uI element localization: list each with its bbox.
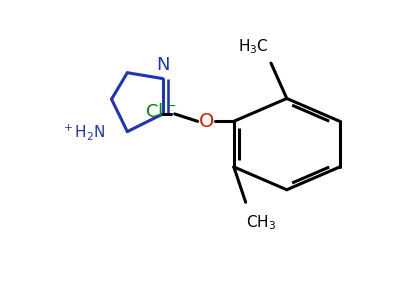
Text: $^+$H$_2$N: $^+$H$_2$N — [61, 122, 106, 142]
Text: CH$_3$: CH$_3$ — [246, 214, 276, 232]
Text: O: O — [198, 112, 214, 131]
Text: Cl$^-$: Cl$^-$ — [145, 103, 176, 121]
Text: N: N — [156, 56, 170, 74]
Text: H$_3$C: H$_3$C — [238, 38, 268, 56]
